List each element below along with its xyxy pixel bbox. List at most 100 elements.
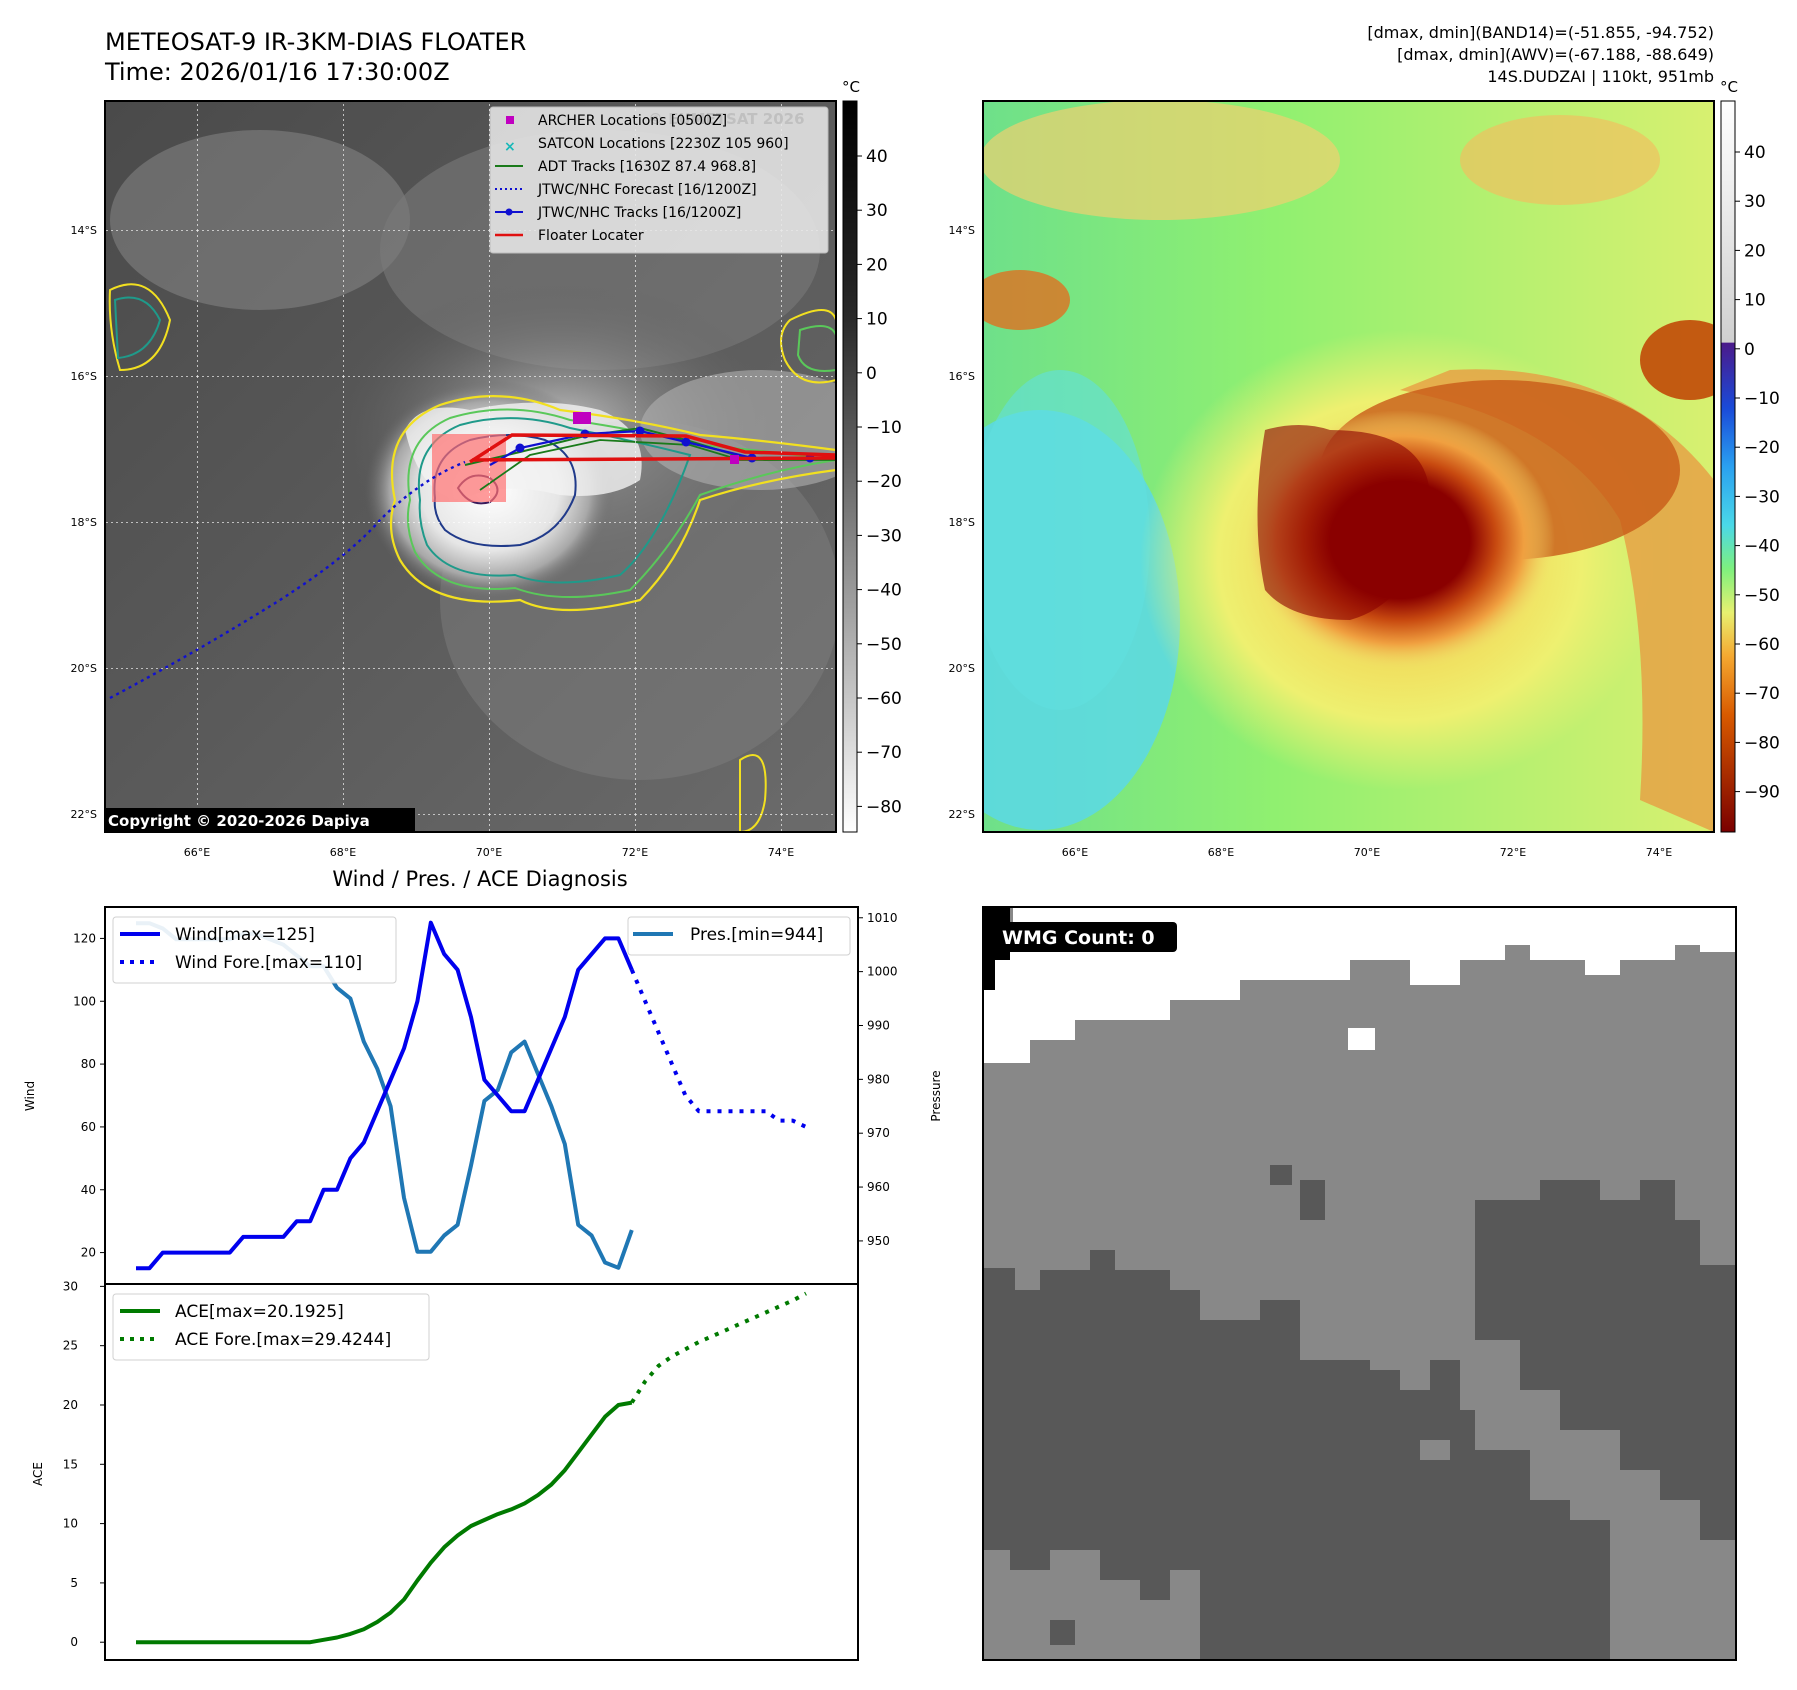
archer-marker-icon xyxy=(506,116,514,124)
wind-axis-label: Wind xyxy=(23,1081,37,1111)
awv-lat-18s: 18°S xyxy=(949,516,975,529)
awv-colorbar-tick-label-2: 20 xyxy=(1744,241,1766,261)
wind-y-tick-label-1: 40 xyxy=(81,1183,96,1197)
awv-frame xyxy=(982,100,1715,833)
awv-lat-14s: 14°S xyxy=(949,224,975,237)
wind-y-ticks: 20 40 60 80 100 120 xyxy=(73,931,105,1260)
awv-colorbar-tick-label-1: 30 xyxy=(1744,192,1766,212)
pressure-y-tick-label-0: 950 xyxy=(867,1234,890,1248)
awv-lon-70e: 70°E xyxy=(1354,846,1380,859)
ace-axis-label: ACE xyxy=(31,1462,45,1486)
satcon-marker-icon: × xyxy=(504,139,516,155)
ir-lon-68e: 68°E xyxy=(330,846,356,859)
awv-colorbar xyxy=(1720,100,1736,833)
storm-info: 14S.DUDZAI | 110kt, 951mb xyxy=(1487,67,1714,86)
ir-colorbar-tick-label-8: −40 xyxy=(866,581,902,601)
wind-y-tick-label-5: 120 xyxy=(73,931,96,945)
wind-y-tick-label-0: 20 xyxy=(81,1246,96,1260)
ir-lat-16s: 16°S xyxy=(71,370,97,383)
ir-lat-18s: 18°S xyxy=(71,516,97,529)
ace-series xyxy=(136,1291,807,1645)
ir-lat-20s: 20°S xyxy=(71,662,97,675)
awv-colorbar-ticks: 40 30 20 10 0 −10 −20 −30 −40 −50 −60 −70 −80 −90 xyxy=(1735,143,1780,803)
ir-lat-22s: 22°S xyxy=(71,808,97,821)
pres-legend-label: Pres.[min=944] xyxy=(690,925,823,945)
ir-lon-labels: 66°E 68°E 70°E 72°E 74°E xyxy=(184,846,794,859)
copyright-text: Copyright © 2020-2026 Dapiya xyxy=(108,812,370,830)
awv-colorbar-tick-label-10: −60 xyxy=(1744,635,1780,655)
awv-lon-labels: 66°E 68°E 70°E 72°E 74°E xyxy=(1062,846,1672,859)
pressure-y-tick-label-6: 1010 xyxy=(867,911,898,925)
wind-forecast-line xyxy=(629,969,807,1129)
wmg-frame xyxy=(982,906,1737,1661)
ir-lon-74e: 74°E xyxy=(768,846,794,859)
ir-colorbar-tick-label-10: −60 xyxy=(866,689,902,709)
ir-colorbar-ticks: 40 30 20 10 0 −10 −20 −30 −40 −50 −60 −70 −80 xyxy=(857,147,902,817)
ir-colorbar-unit: °C xyxy=(842,78,860,96)
awv-colorbar-tick-label-7: −30 xyxy=(1744,487,1780,507)
figure-time: Time: 2026/01/16 17:30:00Z xyxy=(104,58,450,86)
ir-colorbar-tick-label-0: 40 xyxy=(866,147,888,167)
pressure-y-tick-label-4: 990 xyxy=(867,1018,890,1032)
ace-fore-legend-label: ACE Fore.[max=29.4244] xyxy=(175,1330,391,1350)
awv-image xyxy=(983,101,1714,832)
ir-colorbar-tick-label-5: −10 xyxy=(866,418,902,438)
ir-colorbar-tick-label-2: 20 xyxy=(866,255,888,275)
awv-colorbar-tick-label-8: −40 xyxy=(1744,537,1780,557)
ace-y-tick-label-2: 10 xyxy=(63,1517,78,1531)
awv-colorbar-tick-label-3: 10 xyxy=(1744,291,1766,311)
awv-lat-20s: 20°S xyxy=(949,662,975,675)
ir-lat-14s: 14°S xyxy=(71,224,97,237)
ace-y-tick-label-0: 0 xyxy=(70,1635,78,1649)
legend-adt: ADT Tracks [1630Z 87.4 968.8] xyxy=(538,159,756,175)
ir-colorbar-tick-label-6: −20 xyxy=(866,472,902,492)
ir-watermark: © EUMETSAT 2026 xyxy=(648,110,805,128)
pressure-y-tick-label-1: 960 xyxy=(867,1180,890,1194)
wind-legend: Wind[max=125] Wind Fore.[max=110] Pres.[… xyxy=(112,916,851,984)
awv-lon-68e: 68°E xyxy=(1208,846,1234,859)
ir-colorbar xyxy=(842,100,858,833)
ir-colorbar-tick-label-1: 30 xyxy=(866,201,888,221)
awv-satellite-panel: 14°S 16°S 18°S 20°S 22°S 66°E 68°E 70°E … xyxy=(949,78,1780,859)
pressure-y-ticks: 950 960 970 980 990 1000 1010 xyxy=(858,911,898,1248)
awv-colorbar-tick-label-11: −70 xyxy=(1744,684,1780,704)
copyright-box xyxy=(104,808,415,832)
ir-frame xyxy=(104,100,837,833)
ace-chart: ACE 0 5 10 15 20 25 30 ACE[max=20.1925] ACE Fo… xyxy=(31,1279,859,1661)
ace-y-ticks: 0 5 10 15 20 25 30 xyxy=(63,1279,105,1649)
awv-lat-labels: 14°S 16°S 18°S 20°S 22°S xyxy=(949,224,975,821)
wind-y-tick-label-3: 80 xyxy=(81,1057,96,1071)
ir-colorbar-tick-label-3: 10 xyxy=(866,310,888,330)
legend-floater: Floater Locater xyxy=(538,228,644,244)
awv-colorbar-tick-label-9: −50 xyxy=(1744,586,1780,606)
legend-archer: ARCHER Locations [0500Z] xyxy=(538,113,727,129)
awv-colorbar-unit: °C xyxy=(1720,78,1738,96)
wmg-count-text: WMG Count: 0 xyxy=(1002,927,1155,949)
legend-forecast: JTWC/NHC Forecast [16/1200Z] xyxy=(537,182,757,198)
ir-colorbar-tick-label-11: −70 xyxy=(866,743,902,763)
awv-lat-16s: 16°S xyxy=(949,370,975,383)
ace-line xyxy=(136,1400,633,1645)
ace-y-tick-label-5: 25 xyxy=(63,1339,78,1353)
band14-range: [dmax, dmin](BAND14)=(-51.855, -94.752) xyxy=(1367,23,1714,42)
ir-colorbar-tick-label-7: −30 xyxy=(866,526,902,546)
ir-lon-72e: 72°E xyxy=(622,846,648,859)
diagnosis-title: Wind / Pres. / ACE Diagnosis xyxy=(332,867,627,891)
ace-y-tick-label-1: 5 xyxy=(70,1576,78,1590)
ir-lon-66e: 66°E xyxy=(184,846,210,859)
legend-satcon: SATCON Locations [2230Z 105 960] xyxy=(538,136,789,152)
awv-lon-74e: 74°E xyxy=(1646,846,1672,859)
ace-y-tick-label-3: 15 xyxy=(63,1457,78,1471)
ace-y-tick-label-4: 20 xyxy=(63,1398,78,1412)
wmg-image xyxy=(983,907,1736,1660)
pressure-y-tick-label-2: 970 xyxy=(867,1126,890,1140)
awv-colorbar-tick-label-4: 0 xyxy=(1744,340,1755,360)
ir-colorbar-tick-label-12: −80 xyxy=(866,797,902,817)
pressure-y-tick-label-5: 1000 xyxy=(867,965,898,979)
awv-lon-66e: 66°E xyxy=(1062,846,1088,859)
wind-pressure-chart: Wind Pressure 20 40 60 80 100 120 950 960 970 98… xyxy=(23,906,943,1285)
wind-y-tick-label-2: 60 xyxy=(81,1120,96,1134)
wind-chart-frame xyxy=(104,906,859,1285)
ace-legend-label: ACE[max=20.1925] xyxy=(175,1302,344,1322)
